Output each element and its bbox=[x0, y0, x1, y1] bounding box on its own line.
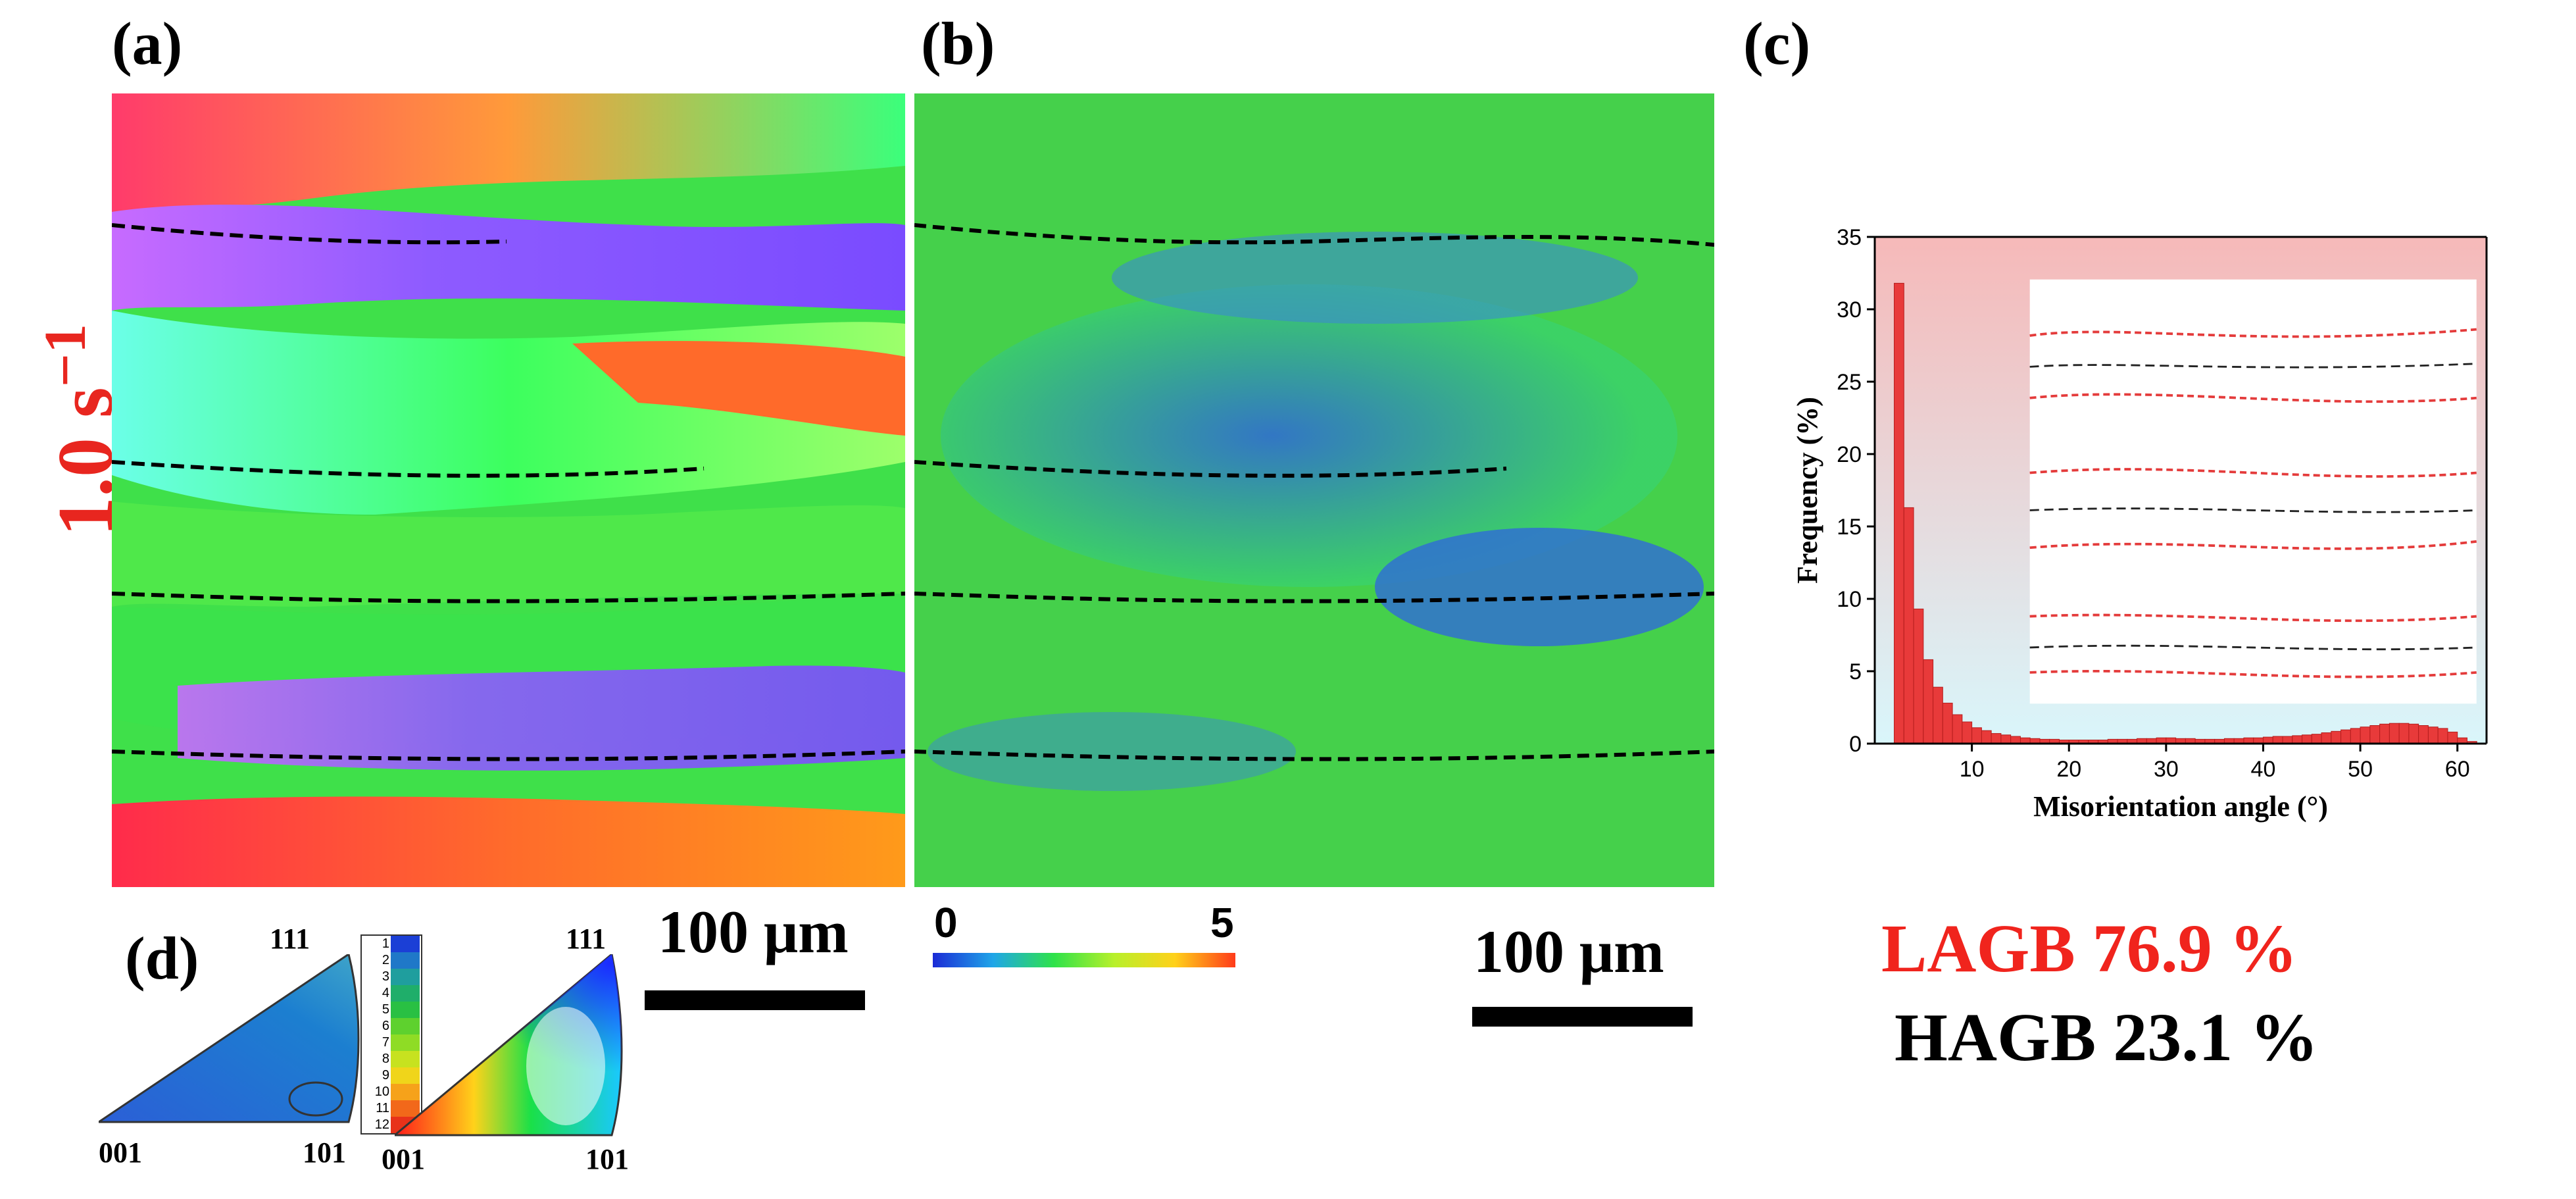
histogram-bar bbox=[2369, 725, 2381, 744]
histogram-bar bbox=[2389, 723, 2400, 744]
ipf-legend-swatch bbox=[391, 985, 420, 1002]
ipf-legend-swatch bbox=[391, 1067, 420, 1084]
histogram-bar bbox=[2311, 734, 2322, 744]
x-tick-label: 50 bbox=[2348, 757, 2373, 782]
ipf-legend-swatch bbox=[391, 1100, 420, 1117]
histogram-bar bbox=[1981, 730, 1992, 744]
histogram-bar bbox=[1971, 727, 1982, 744]
ipf-triangle-right bbox=[395, 954, 623, 1136]
ipf-legend-swatch bbox=[391, 936, 420, 952]
histogram-bar bbox=[2000, 734, 2012, 744]
histogram-bar bbox=[2408, 723, 2419, 744]
ipf-legend: 1 2 3 4 5 6 7 8 9 10 11 12 bbox=[360, 934, 422, 1135]
histogram-bar bbox=[2427, 727, 2439, 744]
strain-rate-exponent: −1 bbox=[33, 324, 98, 388]
y-tick-label: 30 bbox=[1837, 297, 1862, 322]
histogram-bar bbox=[2447, 731, 2458, 744]
kam-colorbar-max: 5 bbox=[1210, 899, 1234, 946]
ipf-legend-tick: 8 bbox=[382, 1052, 389, 1066]
histogram-bar bbox=[1903, 507, 1914, 744]
histogram-bar bbox=[2398, 723, 2410, 744]
ipf-legend-swatch bbox=[391, 1051, 420, 1067]
grain-boundary-inset bbox=[2029, 279, 2477, 704]
ipf-legend-tick: 11 bbox=[376, 1101, 389, 1115]
histogram-bar bbox=[1991, 733, 2002, 744]
ipf-legend-tick: 4 bbox=[382, 986, 389, 1000]
histogram-bar bbox=[2292, 735, 2303, 744]
y-tick-label: 35 bbox=[1837, 225, 1862, 250]
histogram-bar bbox=[1913, 608, 1924, 744]
x-axis-title: Misorientation angle (°) bbox=[2033, 790, 2328, 823]
histogram-bar bbox=[2331, 730, 2342, 744]
x-tick-label: 20 bbox=[2056, 757, 2081, 782]
kam-colorbar-min: 0 bbox=[934, 899, 958, 946]
ipf-legend-tick: 10 bbox=[374, 1084, 389, 1099]
ipf-right-br-label: 101 bbox=[585, 1143, 629, 1175]
ipf-triangle-left bbox=[99, 954, 360, 1123]
panel-label-b: (b) bbox=[921, 10, 995, 77]
x-tick-label: 30 bbox=[2154, 757, 2179, 782]
histogram-bar bbox=[1952, 714, 1963, 744]
ipf-legend-swatch bbox=[391, 969, 420, 985]
ipf-legend-swatch bbox=[391, 1084, 420, 1100]
ipf-right-top-label: 111 bbox=[566, 923, 607, 955]
lagb-fraction: LAGB 76.9 % bbox=[1881, 911, 2298, 986]
panel-label-d: (d) bbox=[125, 925, 199, 992]
ipf-legend-tick: 1 bbox=[382, 936, 389, 951]
scale-bar-b bbox=[1472, 1007, 1693, 1027]
histogram-bar bbox=[1894, 282, 1904, 744]
ipf-left-top-label: 111 bbox=[270, 923, 310, 955]
histogram-bar bbox=[1962, 721, 1973, 744]
histogram-bar bbox=[2272, 736, 2283, 744]
y-tick-label: 0 bbox=[1849, 732, 1862, 757]
y-tick-label: 5 bbox=[1849, 659, 1862, 684]
misorientation-histogram: 10 20 30 40 50 60 0 5 10 15 20 25 30 35 Misorientatio… bbox=[1791, 225, 2488, 823]
ipf-legend-tick: 9 bbox=[382, 1068, 389, 1083]
x-tick-label: 10 bbox=[1960, 757, 1985, 782]
histogram-bar bbox=[2302, 734, 2312, 744]
histogram-bar bbox=[2321, 732, 2332, 744]
histogram-bar bbox=[1933, 686, 1943, 744]
histogram-bar bbox=[2418, 725, 2429, 744]
scale-bar-label-b: 100 μm bbox=[1474, 918, 1664, 985]
histogram-bar bbox=[2437, 728, 2448, 744]
ipf-legend-swatch bbox=[391, 1018, 420, 1034]
ipf-right-bl-label: 001 bbox=[382, 1143, 425, 1175]
strain-rate-label: 1.0 s−1 bbox=[33, 324, 129, 536]
ipf-legend-swatch bbox=[391, 1002, 420, 1018]
scale-bar-a bbox=[645, 990, 865, 1010]
kam-colorbar bbox=[933, 953, 1235, 967]
kam-map-image bbox=[914, 93, 1714, 887]
ipf-legend-tick: 7 bbox=[382, 1035, 389, 1050]
ipf-legend-tick: 6 bbox=[382, 1019, 389, 1033]
panel-label-c: (c) bbox=[1743, 10, 1811, 77]
histogram-bar bbox=[2350, 728, 2361, 744]
ipf-legend-tick: 12 bbox=[374, 1117, 389, 1132]
y-tick-label: 25 bbox=[1837, 370, 1862, 395]
ipf-left-br-label: 101 bbox=[303, 1136, 346, 1169]
histogram-bar bbox=[2341, 729, 2351, 744]
y-tick-label: 15 bbox=[1837, 515, 1862, 540]
ipf-left-bl-label: 001 bbox=[99, 1136, 142, 1169]
x-tick-label: 60 bbox=[2445, 757, 2470, 782]
ipf-map-image bbox=[112, 93, 905, 887]
histogram-bar bbox=[2010, 736, 2021, 744]
ipf-legend-tick: 3 bbox=[382, 969, 389, 984]
y-tick-label: 20 bbox=[1837, 442, 1862, 467]
x-tick-label: 40 bbox=[2251, 757, 2276, 782]
panel-label-a: (a) bbox=[112, 10, 183, 77]
histogram-bar bbox=[1942, 702, 1953, 744]
ipf-legend-tick: 5 bbox=[382, 1002, 389, 1017]
scale-bar-label-a: 100 μm bbox=[658, 898, 849, 965]
ipf-legend-swatch bbox=[391, 1034, 420, 1051]
y-axis-title: Frequency (%) bbox=[1791, 397, 1823, 584]
histogram-bar bbox=[2379, 723, 2390, 744]
hagb-fraction: HAGB 23.1 % bbox=[1895, 1000, 2319, 1075]
histogram-bar bbox=[2360, 727, 2371, 744]
ipf-legend-swatch bbox=[391, 952, 420, 969]
ipf-legend-tick: 2 bbox=[382, 953, 389, 967]
histogram-bar bbox=[2282, 736, 2293, 744]
histogram-bar bbox=[1923, 659, 1934, 744]
y-tick-label: 10 bbox=[1837, 587, 1862, 612]
